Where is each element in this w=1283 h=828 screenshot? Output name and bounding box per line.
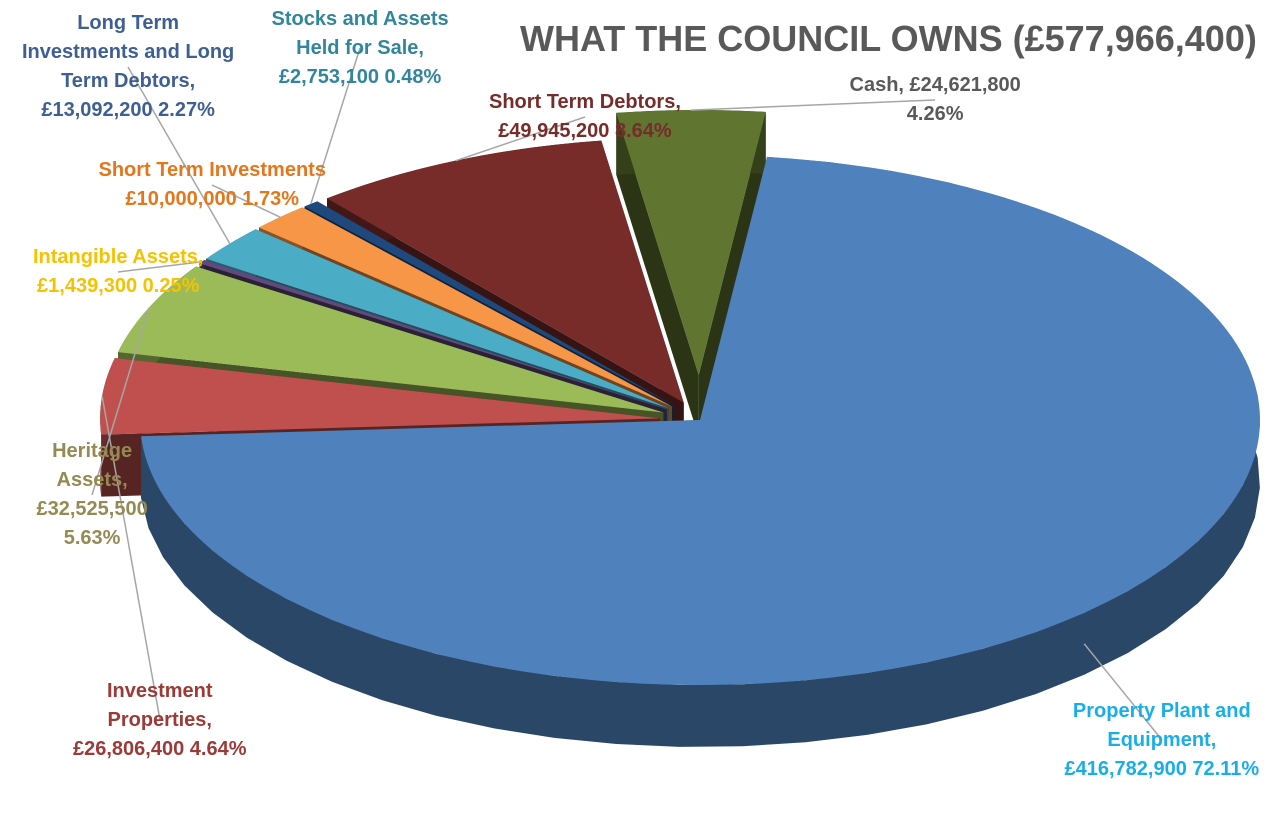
data-label-line: Property Plant and: [1072, 699, 1251, 722]
leader-line: [127, 66, 231, 244]
data-label-line: Stocks and Assets: [271, 7, 449, 30]
leader-line: [310, 47, 361, 205]
data-label-investment-properties: Investment Properties, £26,806,400 4.64%: [73, 677, 247, 764]
data-label-heritage-assets: Heritage Assets, £32,525,500 5.63%: [37, 437, 148, 553]
data-label-property-plant-and-equipment: Property Plant and Equipment, £416,782,900…: [1065, 697, 1260, 784]
data-label-line: £2,753,100 0.48%: [278, 65, 442, 88]
data-label-line: Short Term Investments: [98, 159, 326, 181]
leader-line: [117, 260, 202, 273]
data-label-short-term-debtors: Short Term Debtors, £49,945,200 8.64%: [489, 88, 681, 146]
data-label-line: £26,806,400 4.64%: [73, 737, 247, 760]
data-label-line: £32,525,500: [36, 498, 148, 520]
data-label-line: Equipment,: [1107, 728, 1217, 751]
data-label-line: Long Term: [77, 12, 180, 34]
data-label-line: £1,439,300 0.25%: [37, 275, 200, 297]
data-label-long-term-investments-and-long-term-debtors: Long Term Investments and Long Term Debtor…: [22, 9, 234, 125]
leader-line: [690, 99, 936, 111]
data-label-intangible-assets: Intangible Assets, £1,439,300 0.25%: [33, 243, 203, 301]
data-label-line: £13,092,200 2.27%: [41, 99, 215, 121]
leader-line: [211, 184, 281, 218]
data-label-line: Intangible Assets,: [33, 246, 204, 268]
data-label-line: Held for Sale,: [296, 36, 424, 59]
data-label-line: Assets,: [56, 469, 128, 491]
data-label-cash: Cash, £24,621,800 4.26%: [850, 71, 1021, 129]
data-label-line: Properties,: [107, 708, 212, 731]
data-label-line: Investment: [106, 679, 213, 702]
data-label-short-term-investments: Short Term Investments £10,000,000 1.73%: [99, 156, 326, 214]
leader-line: [1083, 643, 1163, 741]
data-label-line: 5.63%: [63, 527, 121, 549]
pie-slice-property-plant-and-equipment: [141, 156, 1260, 747]
data-label-line: Term Debtors,: [61, 70, 196, 92]
data-label-stocks-and-assets-held-for-sale: Stocks and Assets Held for Sale, £2,753,10…: [272, 5, 449, 92]
data-label-line: £10,000,000 1.73%: [125, 188, 299, 210]
data-label-line: Short Term Debtors,: [489, 91, 681, 113]
leader-line: [91, 307, 150, 496]
data-label-line: Investments and Long: [22, 41, 235, 63]
data-label-line: £416,782,900 72.11%: [1064, 757, 1260, 780]
chart-title: WHAT THE COUNCIL OWNS (£577,966,400): [520, 18, 1257, 59]
pie-slice-cash: [616, 110, 766, 438]
leader-line: [101, 395, 161, 721]
data-label-line: 4.26%: [906, 103, 964, 125]
data-label-line: £49,945,200 8.64%: [498, 120, 672, 142]
data-label-line: Heritage: [52, 440, 133, 462]
leader-line: [455, 116, 586, 162]
data-label-line: Cash, £24,621,800: [849, 74, 1021, 96]
